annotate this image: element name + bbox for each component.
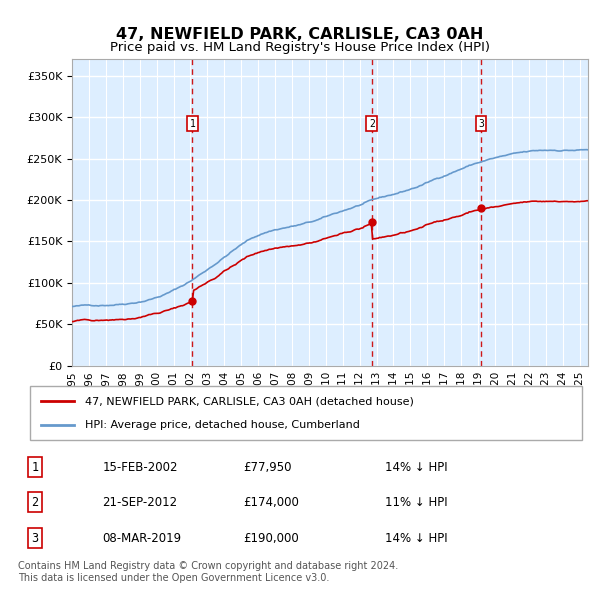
Text: HPI: Average price, detached house, Cumberland: HPI: Average price, detached house, Cumb… xyxy=(85,419,360,430)
FancyBboxPatch shape xyxy=(30,386,582,440)
Text: £174,000: £174,000 xyxy=(244,496,299,509)
Text: 14% ↓ HPI: 14% ↓ HPI xyxy=(385,461,447,474)
Text: £77,950: £77,950 xyxy=(244,461,292,474)
Text: 1: 1 xyxy=(190,119,196,129)
Text: 47, NEWFIELD PARK, CARLISLE, CA3 0AH (detached house): 47, NEWFIELD PARK, CARLISLE, CA3 0AH (de… xyxy=(85,396,414,407)
Text: This data is licensed under the Open Government Licence v3.0.: This data is licensed under the Open Gov… xyxy=(18,573,329,583)
Text: 2: 2 xyxy=(31,496,38,509)
Text: 14% ↓ HPI: 14% ↓ HPI xyxy=(385,532,447,545)
Text: 21-SEP-2012: 21-SEP-2012 xyxy=(103,496,178,509)
Text: Contains HM Land Registry data © Crown copyright and database right 2024.: Contains HM Land Registry data © Crown c… xyxy=(18,561,398,571)
Text: Price paid vs. HM Land Registry's House Price Index (HPI): Price paid vs. HM Land Registry's House … xyxy=(110,41,490,54)
Text: 3: 3 xyxy=(31,532,38,545)
Text: 47, NEWFIELD PARK, CARLISLE, CA3 0AH: 47, NEWFIELD PARK, CARLISLE, CA3 0AH xyxy=(116,27,484,41)
Text: £190,000: £190,000 xyxy=(244,532,299,545)
Text: 11% ↓ HPI: 11% ↓ HPI xyxy=(385,496,447,509)
Text: 1: 1 xyxy=(31,461,38,474)
Text: 3: 3 xyxy=(478,119,484,129)
Text: 15-FEB-2002: 15-FEB-2002 xyxy=(103,461,178,474)
Text: 2: 2 xyxy=(369,119,375,129)
Text: 08-MAR-2019: 08-MAR-2019 xyxy=(103,532,182,545)
